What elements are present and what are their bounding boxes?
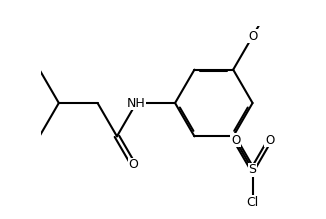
Text: Cl: Cl xyxy=(246,196,259,209)
Text: O: O xyxy=(128,158,138,171)
Text: O: O xyxy=(248,30,257,43)
Text: S: S xyxy=(248,163,257,176)
Text: O: O xyxy=(231,134,240,147)
Text: O: O xyxy=(265,134,274,147)
Text: NH: NH xyxy=(127,97,146,110)
